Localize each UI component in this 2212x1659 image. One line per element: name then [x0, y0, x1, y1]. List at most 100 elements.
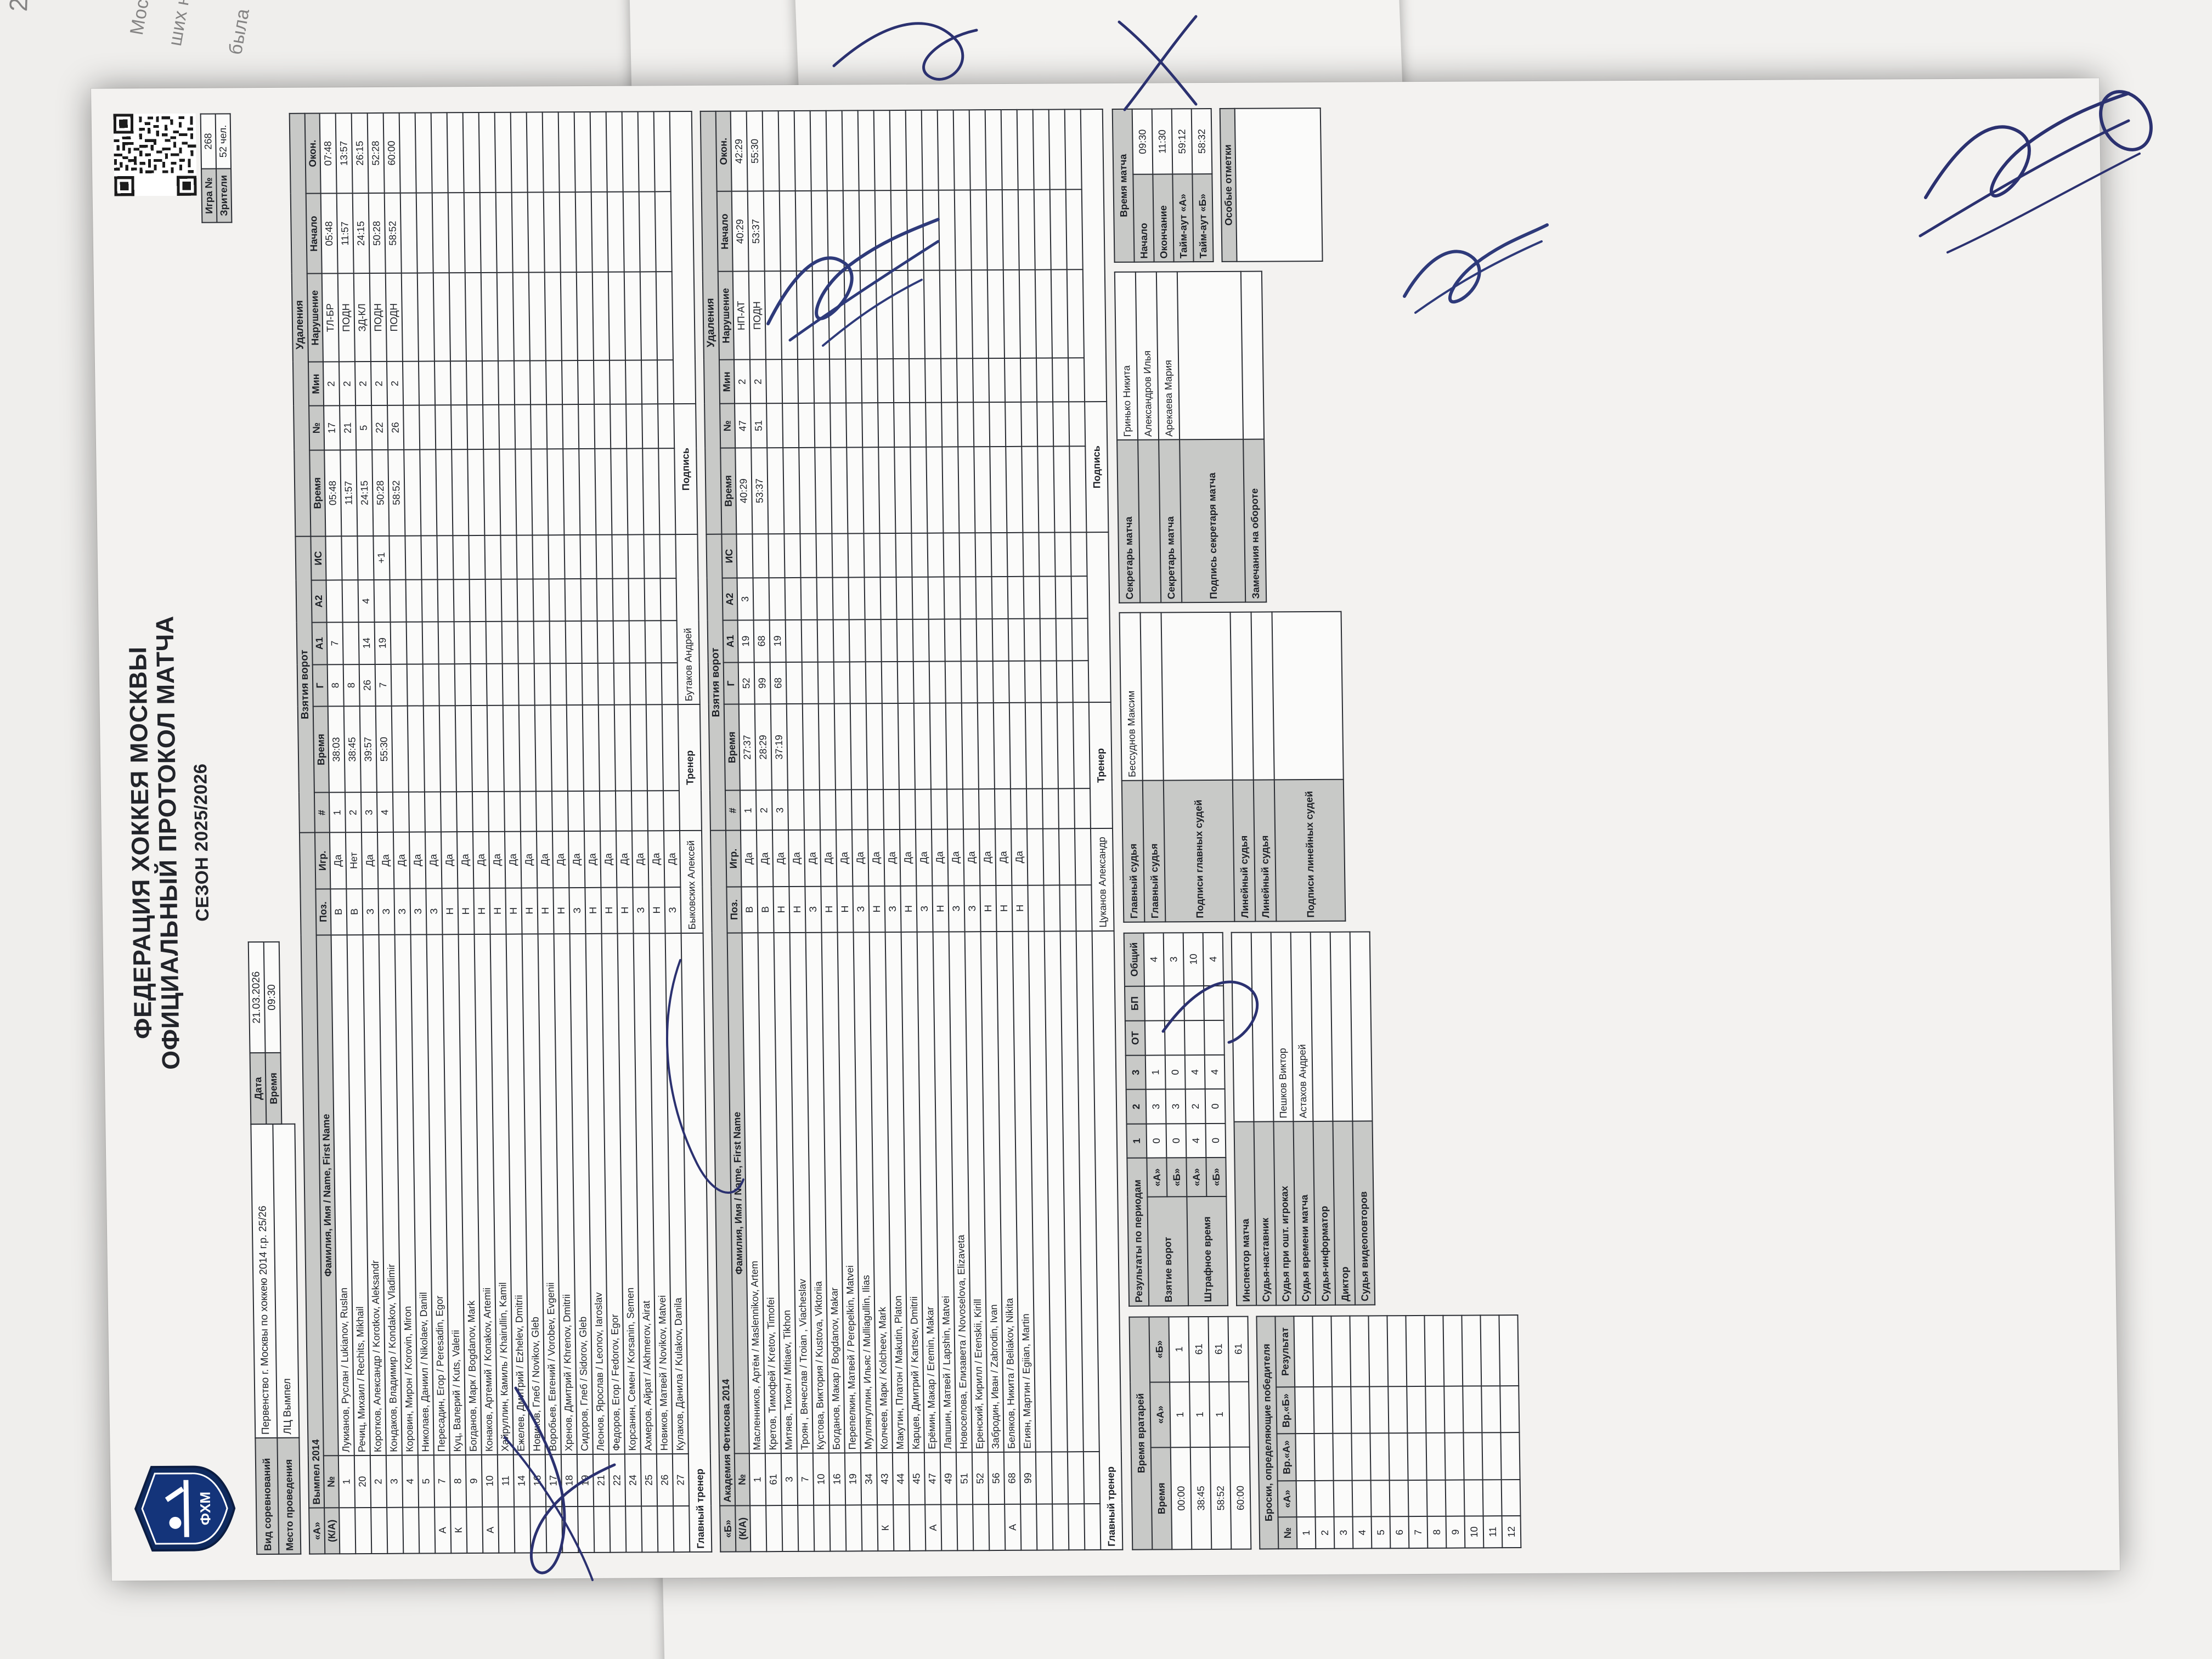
shootout-a[interactable]	[1445, 1480, 1465, 1516]
official-value[interactable]	[1310, 932, 1333, 1122]
goalie-time-row[interactable]: 00:00 1 1	[1169, 1316, 1192, 1550]
shootout-a[interactable]	[1464, 1479, 1483, 1516]
team-b-coach-value[interactable]	[1086, 532, 1111, 703]
goalie-time-row[interactable]: 58:52 1 61	[1208, 1316, 1232, 1549]
referee-row[interactable]: Подписи линейных судей	[1272, 611, 1346, 922]
shootout-res[interactable]	[1387, 1315, 1407, 1387]
date-value[interactable]: 21.03.2026	[248, 942, 266, 1053]
shootout-vrb[interactable]	[1388, 1386, 1408, 1434]
shootout-res[interactable]	[1368, 1315, 1389, 1387]
shootout-vrb[interactable]	[1295, 1387, 1314, 1434]
secretariat-value[interactable]: Александров Илья	[1135, 272, 1159, 441]
team-a-signature-field[interactable]	[669, 111, 696, 404]
secretariat-value[interactable]	[1240, 271, 1265, 440]
match-time-row[interactable]: Окончание 11:30	[1152, 109, 1174, 262]
shootout-res[interactable]	[1331, 1316, 1351, 1387]
shootout-a[interactable]	[1296, 1480, 1316, 1517]
team-b-signature-field[interactable]	[1080, 109, 1107, 402]
shootout-a[interactable]	[1314, 1480, 1334, 1517]
match-time-row[interactable]: Тайм-аут «А» 59:12	[1171, 109, 1194, 262]
official-value[interactable]	[1251, 932, 1274, 1122]
shootout-vrb[interactable]	[1463, 1386, 1482, 1434]
team-b-pen-foul: ПОДН	[748, 271, 766, 360]
shootout-vra[interactable]	[1426, 1433, 1446, 1480]
official-value[interactable]: Пешков Виктор	[1271, 932, 1294, 1122]
shootout-vra[interactable]	[1500, 1432, 1520, 1480]
referee-value[interactable]	[1230, 612, 1254, 780]
shootout-res[interactable]	[1499, 1314, 1519, 1386]
shootout-vra[interactable]	[1333, 1434, 1352, 1481]
shootout-a[interactable]	[1389, 1480, 1409, 1517]
shootout-res[interactable]	[1294, 1316, 1314, 1387]
team-b-pen-start	[1002, 190, 1019, 270]
shootout-vrb[interactable]	[1425, 1386, 1445, 1434]
referee-value[interactable]: Бессуднов Максим	[1119, 612, 1143, 781]
shootout-vrb[interactable]	[1369, 1386, 1389, 1434]
shootout-vra[interactable]	[1444, 1433, 1464, 1480]
goalie-time-row[interactable]: 38:45 1 61	[1188, 1316, 1212, 1550]
secretariat-value[interactable]: Гринько Никита	[1114, 272, 1138, 441]
official-value[interactable]	[1231, 932, 1254, 1122]
referee-value[interactable]	[1272, 611, 1344, 780]
shootout-vra[interactable]	[1463, 1432, 1483, 1480]
shootout-res[interactable]	[1443, 1315, 1463, 1387]
secretariat-value[interactable]: Арекаева Мария	[1156, 272, 1180, 440]
official-value[interactable]	[1330, 932, 1353, 1121]
secretariat-value[interactable]	[1177, 271, 1244, 440]
team-b-headcoach-value[interactable]: Цуканов Александр	[1090, 828, 1114, 931]
referee-value[interactable]	[1161, 612, 1233, 781]
shootout-vra[interactable]	[1295, 1434, 1315, 1481]
shootout-a[interactable]	[1370, 1480, 1390, 1517]
shootout-a[interactable]	[1426, 1480, 1446, 1516]
official-value[interactable]	[1350, 932, 1373, 1121]
venue-value[interactable]: ЛЦ Вымпел	[273, 1124, 300, 1438]
shootout-vra[interactable]	[1407, 1433, 1427, 1480]
goalie-time-row[interactable]: 60:00 61	[1228, 1316, 1251, 1549]
shootout-vra[interactable]	[1389, 1433, 1408, 1480]
secretariat-row[interactable]: Замечания на обороте	[1240, 271, 1267, 602]
special-notes-field[interactable]	[1234, 108, 1323, 262]
shootout-vrb[interactable]	[1407, 1386, 1426, 1434]
shootout-row[interactable]: 12	[1499, 1314, 1521, 1548]
shootout-a[interactable]	[1408, 1480, 1427, 1517]
shootout-a[interactable]	[1501, 1479, 1521, 1516]
team-b-pen-start	[1034, 189, 1051, 270]
match-time-row[interactable]: Тайм-аут «Б» 58:32	[1191, 109, 1214, 262]
shootout-res[interactable]	[1424, 1315, 1444, 1387]
match-time-value[interactable]: 59:12	[1171, 109, 1193, 174]
team-a-pen-end	[399, 112, 416, 194]
shootout-a[interactable]	[1352, 1480, 1372, 1517]
shootout-vra[interactable]	[1482, 1432, 1502, 1480]
shootout-vra[interactable]	[1370, 1433, 1390, 1481]
team-a-player-ka	[562, 1506, 579, 1553]
shootout-vra[interactable]	[1351, 1433, 1371, 1481]
referee-value[interactable]	[1251, 612, 1274, 780]
team-a-coach-value[interactable]: Бутаков Андрей	[675, 534, 700, 705]
match-time-row[interactable]: Начало 09:30	[1132, 109, 1154, 262]
referee-row[interactable]: Подписи главных судей	[1161, 612, 1235, 922]
shootout-vrb[interactable]	[1351, 1386, 1370, 1434]
shootout-vrb[interactable]	[1444, 1386, 1464, 1434]
time-value[interactable]: 09:30	[263, 941, 281, 1053]
qr-area: Игра № 268 Зрители 52 чел.	[113, 113, 233, 223]
shootout-vrb[interactable]	[1500, 1386, 1520, 1433]
shootout-res[interactable]	[1350, 1316, 1370, 1387]
shootout-res[interactable]	[1462, 1314, 1482, 1386]
shootout-vra[interactable]	[1314, 1434, 1334, 1481]
team-a-headcoach-value[interactable]: Быковских Алексей	[679, 831, 703, 933]
match-time-value[interactable]: 58:32	[1191, 109, 1212, 174]
official-value[interactable]: Астахов Андрей	[1290, 932, 1313, 1122]
secretariat-row[interactable]: Подпись секретаря матча	[1177, 271, 1246, 603]
team-b-pen-time	[847, 447, 864, 534]
shootout-res[interactable]	[1480, 1314, 1500, 1386]
match-time-value[interactable]: 11:30	[1152, 109, 1173, 174]
shootout-a[interactable]	[1482, 1479, 1502, 1516]
shootout-vrb[interactable]	[1313, 1387, 1333, 1434]
shootout-a[interactable]	[1333, 1480, 1353, 1517]
shootout-res[interactable]	[1406, 1315, 1426, 1387]
shootout-vrb[interactable]	[1481, 1386, 1501, 1433]
match-time-value[interactable]: 09:30	[1132, 109, 1153, 174]
shootout-vrb[interactable]	[1332, 1386, 1352, 1434]
referee-value[interactable]	[1140, 612, 1164, 781]
shootout-res[interactable]	[1312, 1316, 1333, 1387]
